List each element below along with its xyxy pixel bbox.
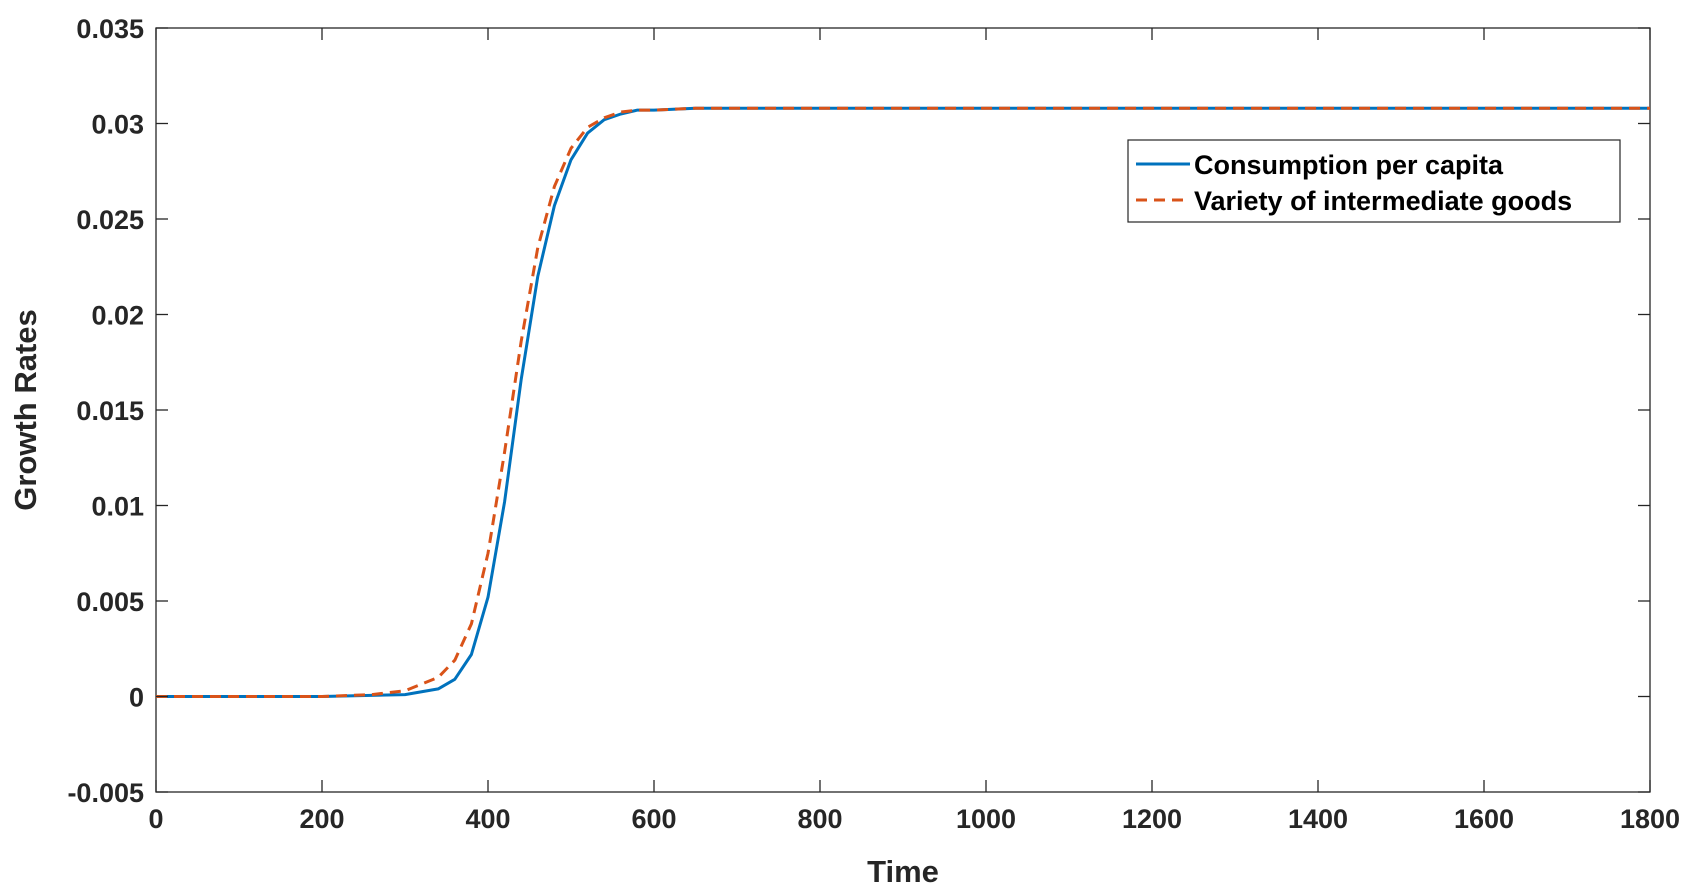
y-tick-label: 0.01 <box>91 492 144 522</box>
x-tick-label: 400 <box>465 804 510 834</box>
legend-label-2: Variety of intermediate goods <box>1194 186 1572 216</box>
x-tick-label: 0 <box>148 804 163 834</box>
ticks-layer: 0 200 400 600 800 1000 1200 1400 1600 1800-0.0050… <box>67 14 1680 834</box>
series-line-2 <box>156 106 1650 698</box>
x-tick-label: 800 <box>797 804 842 834</box>
y-tick-label: 0.035 <box>76 14 144 44</box>
y-tick-label: 0.005 <box>76 587 144 617</box>
x-axis-title: Time <box>867 854 939 889</box>
y-axis-title: Growth Rates <box>8 309 43 511</box>
y-tick-label: 0.03 <box>91 110 144 140</box>
series-layer <box>156 106 1650 698</box>
legend-box <box>1127 139 1621 223</box>
y-tick-label: 0.025 <box>76 205 144 235</box>
x-tick-label: 1000 <box>956 804 1016 834</box>
x-tick-label: 1600 <box>1454 804 1514 834</box>
x-tick-label: 1800 <box>1620 804 1680 834</box>
legend: Consumption per capita Variety of interme… <box>1127 139 1621 223</box>
legend-label-1: Consumption per capita <box>1194 150 1504 180</box>
x-tick-label: 200 <box>299 804 344 834</box>
x-tick-label: 600 <box>631 804 676 834</box>
x-tick-label: 1200 <box>1122 804 1182 834</box>
y-tick-label: 0.02 <box>91 301 144 331</box>
y-tick-label: 0 <box>129 683 144 713</box>
y-tick-label: -0.005 <box>67 778 144 808</box>
y-tick-label: 0.015 <box>76 396 144 426</box>
x-tick-label: 1400 <box>1288 804 1348 834</box>
